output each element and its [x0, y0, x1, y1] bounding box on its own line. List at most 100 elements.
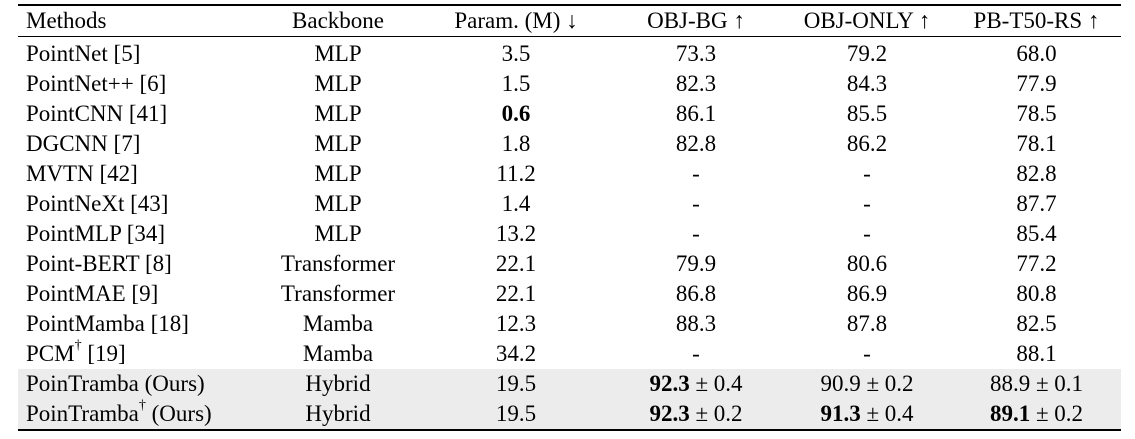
- method-name: PointCNN [41]: [26, 101, 168, 126]
- params-cell: 19.5: [422, 399, 610, 430]
- obj-only-cell: 84.3: [782, 69, 952, 99]
- obj-bg-cell: -: [610, 189, 782, 219]
- table-row: Point-BERT [8] Transformer 22.1 79.9 80.6 77.…: [18, 249, 1121, 279]
- metric-value: 79.2: [846, 41, 888, 66]
- method-name: Point-BERT [8]: [26, 251, 172, 276]
- method-name: PoinTramba (Ours): [26, 371, 205, 396]
- metric-value: 85.5: [846, 101, 888, 126]
- table-row: PointMLP [34] MLP 13.2 - - 85.4: [18, 219, 1121, 249]
- pb-t50-rs-cell: 78.1: [952, 129, 1121, 159]
- method-cell: PointMLP [34]: [18, 219, 254, 249]
- table-row: PointMAE [9] Transformer 22.1 86.8 86.9 80.8: [18, 279, 1121, 309]
- metric-value: -: [863, 191, 871, 216]
- backbone-cell: Hybrid: [254, 399, 422, 430]
- metric-value: 90.9: [820, 371, 861, 396]
- obj-bg-cell: 92.3 ± 0.2: [610, 399, 782, 430]
- obj-bg-cell: -: [610, 339, 782, 369]
- params-cell: 0.6: [501, 101, 531, 126]
- obj-bg-cell: 73.3: [610, 37, 782, 70]
- obj-bg-cell: -: [610, 219, 782, 249]
- params-cell: 1.5: [501, 71, 531, 96]
- table-row: PointMamba [18] Mamba 12.3 88.3 87.8 82.5: [18, 309, 1121, 339]
- backbone-cell: MLP: [314, 101, 362, 126]
- pb-t50-rs-cell: 88.1: [952, 339, 1121, 369]
- obj-bg-cell: 86.8: [610, 279, 782, 309]
- metric-value: 87.7: [1016, 191, 1057, 216]
- obj-only-cell: -: [782, 159, 952, 189]
- metric-value: 88.9: [989, 371, 1031, 396]
- backbone-cell: Mamba: [302, 341, 374, 366]
- metric-std: ± 0.4: [689, 371, 743, 396]
- metric-value: 91.3: [820, 401, 861, 426]
- params-cell: 1.4: [501, 191, 531, 216]
- backbone-cell: MLP: [314, 191, 362, 216]
- method-cell: PointMamba [18]: [18, 309, 254, 339]
- metric-value: 86.2: [846, 131, 888, 156]
- method-cell: DGCNN [7]: [18, 129, 254, 159]
- metric-value: 78.5: [1016, 101, 1057, 126]
- results-table: Methods Backbone Param. (M) ↓ OBJ-BG ↑ O…: [18, 4, 1121, 431]
- metric-value: -: [692, 191, 700, 216]
- table-row: PointNeXt [43] MLP 1.4 - - 87.7: [18, 189, 1121, 219]
- method-name: PointMAE [9]: [26, 281, 159, 306]
- method-cell: Point-BERT [8]: [18, 249, 254, 279]
- method-cell: PointMAE [9]: [18, 279, 254, 309]
- method-name: PCM: [26, 341, 75, 366]
- obj-bg-cell: 79.9: [610, 249, 782, 279]
- metric-value: 85.4: [1016, 221, 1057, 246]
- table-body: PointNet [5] MLP 3.5 73.3 79.2 68.0 PointNet++…: [18, 37, 1121, 430]
- method-name: MVTN [42]: [26, 161, 138, 186]
- pb-t50-rs-cell: 78.5: [952, 99, 1121, 129]
- metric-value: -: [863, 221, 871, 246]
- obj-bg-cell: 86.1: [610, 99, 782, 129]
- header-pb-t50-rs: PB-T50-RS ↑: [973, 8, 1100, 33]
- pb-t50-rs-cell: 68.0: [952, 37, 1121, 70]
- header-obj-only: OBJ-ONLY ↑: [803, 8, 931, 33]
- obj-bg-cell: 82.3: [610, 69, 782, 99]
- metric-value: -: [692, 221, 700, 246]
- method-cell: PoinTramba† (Ours): [18, 399, 254, 430]
- metric-value: 86.8: [675, 281, 717, 306]
- metric-value: 82.5: [1016, 311, 1057, 336]
- pb-t50-rs-cell: 85.4: [952, 219, 1121, 249]
- metric-value: 78.1: [1016, 131, 1057, 156]
- obj-bg-cell: 82.8: [610, 129, 782, 159]
- table-row: PointNet++ [6] MLP 1.5 82.3 84.3 77.9: [18, 69, 1121, 99]
- pb-t50-rs-cell: 77.2: [952, 249, 1121, 279]
- params-cell: 13.2: [495, 221, 537, 246]
- metric-value: 88.3: [675, 311, 717, 336]
- metric-std: ± 0.2: [689, 401, 743, 426]
- params-cell: 3.5: [501, 41, 531, 66]
- obj-only-cell: 87.8: [782, 309, 952, 339]
- backbone-cell: Transformer: [280, 251, 396, 276]
- metric-value: 88.1: [1016, 341, 1057, 366]
- pb-t50-rs-cell: 80.8: [952, 279, 1121, 309]
- table-row: PCM† [19] Mamba 34.2 - - 88.1: [18, 339, 1121, 369]
- method-cell: PCM† [19]: [18, 339, 254, 369]
- obj-only-cell: 91.3 ± 0.4: [782, 399, 952, 430]
- backbone-cell: MLP: [314, 71, 362, 96]
- method-suffix: (Ours): [145, 401, 212, 426]
- obj-only-cell: 85.5: [782, 99, 952, 129]
- header-backbone: Backbone: [292, 8, 384, 33]
- header-methods: Methods: [26, 8, 107, 33]
- obj-bg-cell: 88.3: [610, 309, 782, 339]
- metric-value: 92.3: [649, 371, 690, 396]
- pb-t50-rs-cell: 88.9 ± 0.1: [952, 369, 1121, 399]
- obj-only-cell: -: [782, 339, 952, 369]
- metric-value: 89.1: [989, 401, 1031, 426]
- obj-only-cell: 86.2: [782, 129, 952, 159]
- obj-only-cell: 79.2: [782, 37, 952, 70]
- method-suffix: [19]: [81, 341, 126, 366]
- metric-value: 77.9: [1016, 71, 1057, 96]
- obj-only-cell: -: [782, 189, 952, 219]
- method-name: PointNet [5]: [26, 41, 141, 66]
- method-cell: PointCNN [41]: [18, 99, 254, 129]
- metric-value: 86.9: [846, 281, 888, 306]
- metric-value: 73.3: [675, 41, 717, 66]
- backbone-cell: MLP: [314, 131, 362, 156]
- metric-value: -: [692, 161, 700, 186]
- obj-only-cell: 90.9 ± 0.2: [782, 369, 952, 399]
- header-obj-bg: OBJ-BG ↑: [647, 8, 745, 33]
- method-cell: MVTN [42]: [18, 159, 254, 189]
